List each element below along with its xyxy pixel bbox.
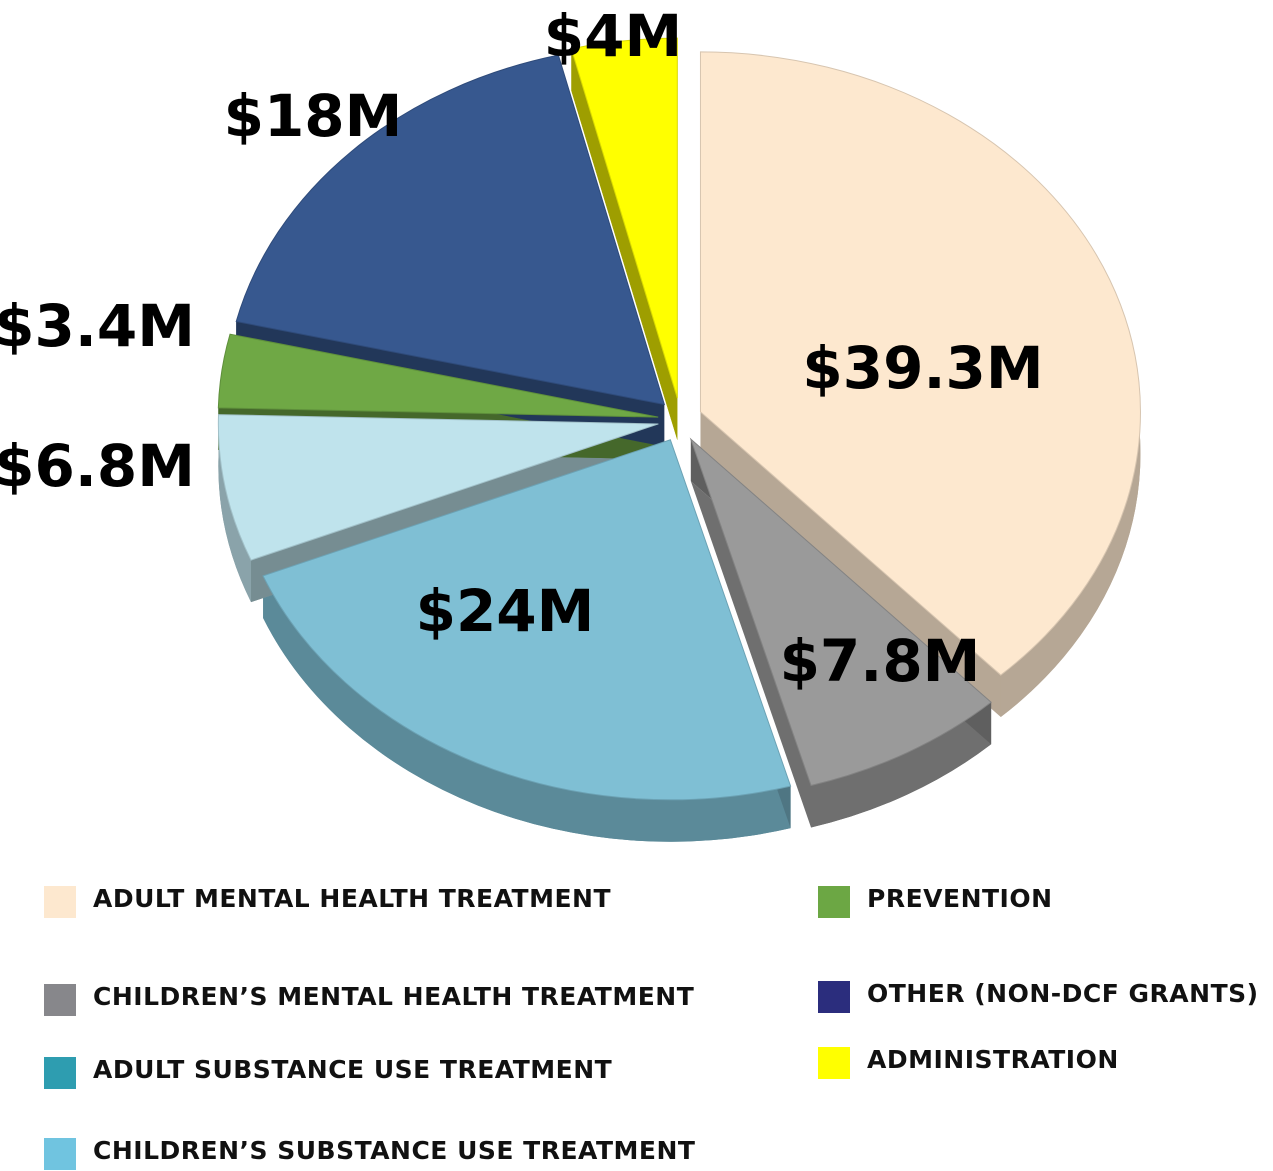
legend-swatch (818, 981, 850, 1013)
legend-label: OTHER (NON-DCF GRANTS) (867, 979, 1259, 1008)
legend-swatch (818, 1047, 850, 1079)
value-label: $7.8M (780, 627, 981, 695)
slice-edge (571, 48, 678, 441)
value-label: $18M (224, 82, 403, 150)
legend-label: ADMINISTRATION (867, 1045, 1119, 1074)
slice-rim (263, 575, 791, 842)
value-label: $39.3M (802, 334, 1043, 402)
value-label: $3.4M (0, 292, 195, 360)
legend-label: ADULT MENTAL HEALTH TREATMENT (93, 884, 611, 913)
slice (235, 54, 666, 406)
legend-swatch (44, 984, 76, 1016)
value-label: $6.8M (0, 432, 195, 500)
legend-label: ADULT SUBSTANCE USE TREATMENT (93, 1055, 612, 1084)
legend-label: PREVENTION (867, 884, 1053, 913)
slice (570, 37, 678, 399)
slice (217, 333, 659, 418)
slice (689, 437, 992, 787)
value-label: $24M (416, 577, 595, 645)
slice-rim (218, 414, 252, 603)
legend-label: CHILDREN’S SUBSTANCE USE TREATMENT (93, 1136, 695, 1165)
legend-swatch (44, 1138, 76, 1170)
legend-swatch (44, 886, 76, 918)
slice (699, 51, 1141, 676)
legend-swatch (818, 886, 850, 918)
value-label: $4M (544, 2, 682, 70)
slice (217, 414, 659, 561)
legend-label: CHILDREN’S MENTAL HEALTH TREATMENT (93, 982, 694, 1011)
slice (262, 439, 792, 801)
legend-swatch (44, 1057, 76, 1089)
slice-rim (811, 702, 992, 828)
